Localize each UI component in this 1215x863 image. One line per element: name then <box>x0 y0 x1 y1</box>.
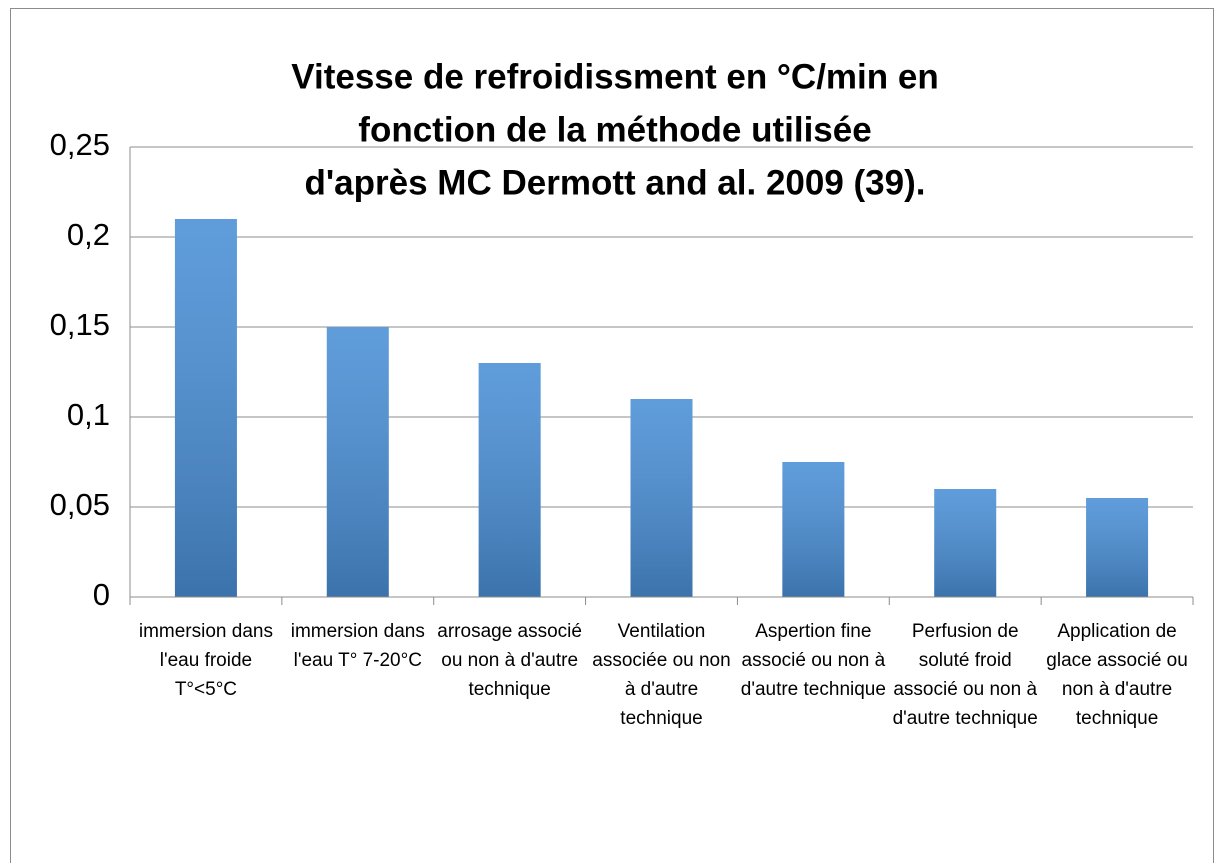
bar-shade <box>478 363 541 597</box>
chart-title: d'après MC Dermott and al. 2009 (39). <box>304 163 925 202</box>
chart-border <box>10 8 1214 863</box>
bar-shade <box>630 399 693 597</box>
chart-title: Vitesse de refroidissment en °C/min en <box>291 57 938 96</box>
x-tick-label: arrosage associé ou non à d'autre techni… <box>437 621 582 700</box>
y-tick-label: 0,25 <box>50 127 110 162</box>
x-tick-label: immersion dans l'eau T° 7-20°C <box>290 621 425 671</box>
y-tick-label: 0,15 <box>50 307 110 342</box>
y-tick-label: 0,05 <box>50 487 110 522</box>
bar-shade <box>782 462 845 597</box>
bar-shade <box>934 489 997 597</box>
x-tick-label: Aspertion fine associé ou non à d'autre … <box>740 621 886 700</box>
bar-shade <box>1086 498 1149 597</box>
y-tick-label: 0 <box>93 577 110 612</box>
x-tick-label: Perfusion de soluté froid associé ou non… <box>892 621 1038 729</box>
y-tick-label: 0,2 <box>67 217 110 252</box>
bar-shade <box>326 327 389 597</box>
chart-title: fonction de la méthode utilisée <box>358 110 871 149</box>
x-tick-label: Application de glace associé ou non à d'… <box>1046 621 1188 729</box>
x-tick-label: immersion dans l'eau froide T°<5°C <box>138 621 273 700</box>
y-tick-label: 0,1 <box>67 397 110 432</box>
bar-shade <box>174 219 237 597</box>
x-tick-label: Ventilation associée ou non à d'autre te… <box>592 621 731 729</box>
